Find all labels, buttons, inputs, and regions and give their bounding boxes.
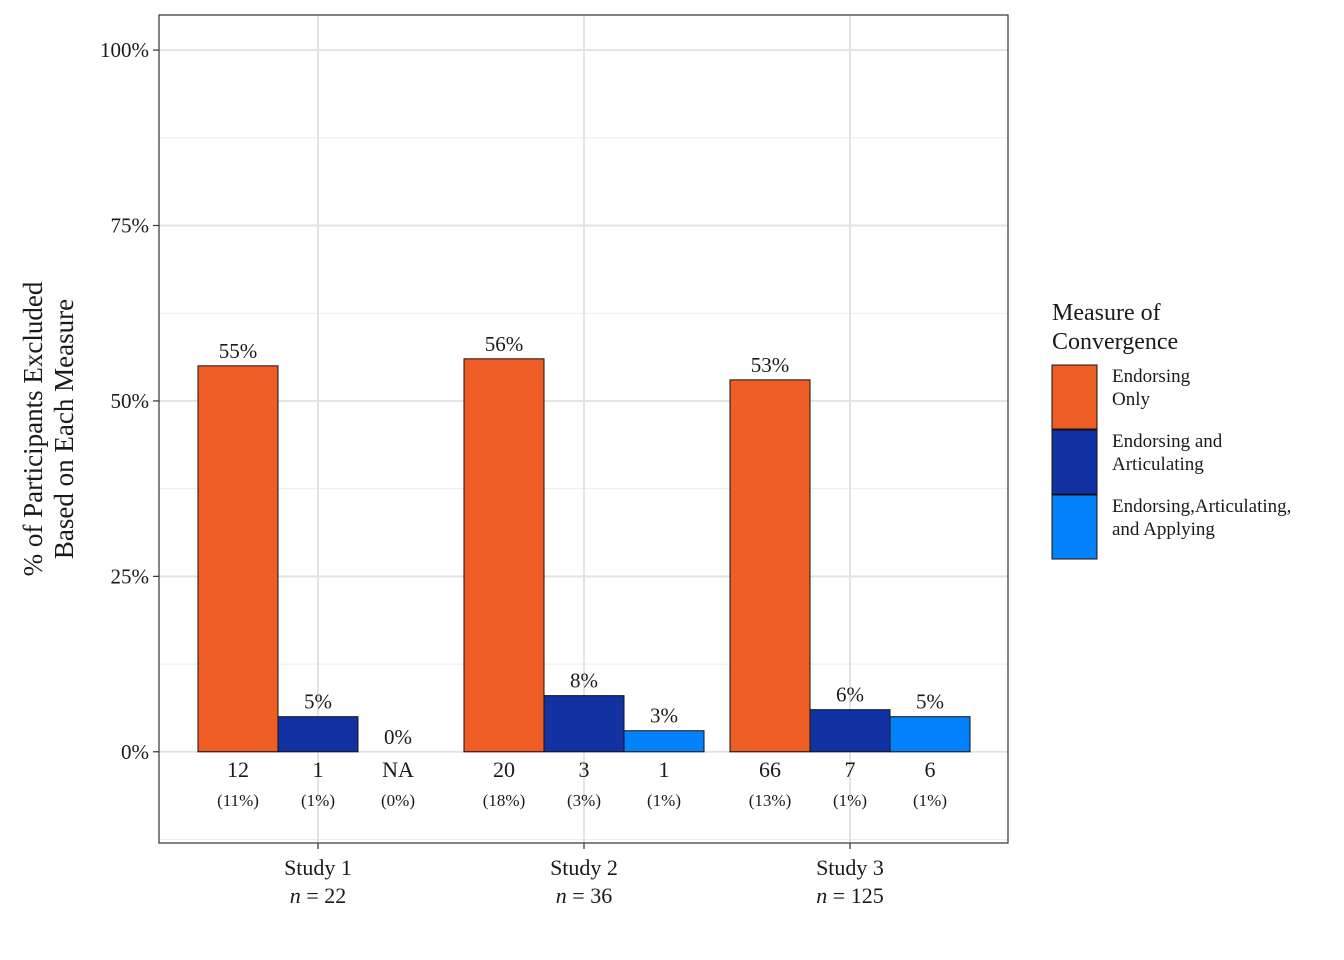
x-tick-label: Study 1 [284,855,352,880]
bar-percent-label: (1%) [833,791,867,810]
bar-percent-label: (0%) [381,791,415,810]
bar-count-label: 7 [845,757,856,782]
bar-count-label: 1 [313,757,324,782]
y-axis-title-line: % of Participants Excluded [18,281,48,576]
sample-size-symbol: n [290,883,301,908]
sample-size-value: = 22 [301,883,346,908]
bar-value-label: 8% [570,669,598,693]
bar-percent-label: (18%) [483,791,525,810]
legend-label: Articulating [1112,454,1204,475]
legend-title: Convergence [1052,329,1178,355]
bar-percent-label: (11%) [217,791,259,810]
bar-value-label: 53% [751,353,790,377]
bar [277,716,359,753]
bar [889,716,971,753]
sample-size-symbol: n [816,883,827,908]
sample-size-value: = 36 [567,883,612,908]
x-tick-sample-size: n = 36 [556,883,612,908]
bar [543,695,625,753]
y-tick-label: 0% [121,740,149,764]
x-tick-label: Study 2 [550,855,618,880]
bar [463,358,545,753]
bar [729,379,811,753]
y-tick-label: 25% [111,564,150,588]
bars [197,358,971,753]
legend-key [1051,429,1098,495]
bar-count-label: 20 [493,757,515,782]
bar-value-label: 5% [304,690,332,714]
legend-key [1051,494,1098,560]
bar-count-label: 66 [759,757,781,782]
bar [809,709,891,753]
sample-size-value: = 125 [827,883,883,908]
sample-size-symbol: n [556,883,567,908]
bar-percent-label: (1%) [913,791,947,810]
bar-labels: 55% 12 (11%) 5% 1 (1%) 0% NA (0%) 56% 20 (18%) 8% 3 (3… [217,332,947,810]
legend-title: Measure of [1052,300,1161,326]
bar-count-label: NA [382,757,414,782]
bar-percent-label: (1%) [647,791,681,810]
bar-count-label: 6 [925,757,936,782]
axes: Study 1 n = 22 Study 2 n = 36 Study 3 n = 125… [18,38,884,908]
bar-percent-label: (3%) [567,791,601,810]
legend-label: Only [1112,389,1151,410]
bar-count-label: 12 [227,757,249,782]
y-axis-title-line: Based on Each Measure [49,299,79,559]
bar [623,730,705,753]
y-tick-label: 75% [111,214,150,238]
x-tick-label: Study 3 [816,855,884,880]
y-tick-label: 100% [100,38,149,62]
bar-percent-label: (1%) [301,791,335,810]
y-axis-title: % of Participants ExcludedBased on Each … [18,281,79,576]
y-tick-label: 50% [111,389,150,413]
bar [197,365,279,753]
bar-value-label: 6% [836,683,864,707]
legend-label: Endorsing and [1112,431,1223,452]
bar-value-label: 56% [485,332,524,356]
x-tick-sample-size: n = 125 [816,883,883,908]
grid-lines [159,15,1008,843]
bar-value-label: 5% [916,690,944,714]
bar-value-label: 55% [219,339,258,363]
bar-percent-label: (13%) [749,791,791,810]
legend-key [1051,364,1098,430]
legend-label: Endorsing [1112,366,1191,387]
bar-value-label: 3% [650,704,678,728]
x-tick-sample-size: n = 22 [290,883,346,908]
bar-value-label: 0% [384,725,412,749]
legend-label: Endorsing,Articulating, [1112,496,1291,517]
bar-count-label: 3 [579,757,590,782]
legend-label: and Applying [1112,519,1215,540]
bar-count-label: 1 [659,757,670,782]
